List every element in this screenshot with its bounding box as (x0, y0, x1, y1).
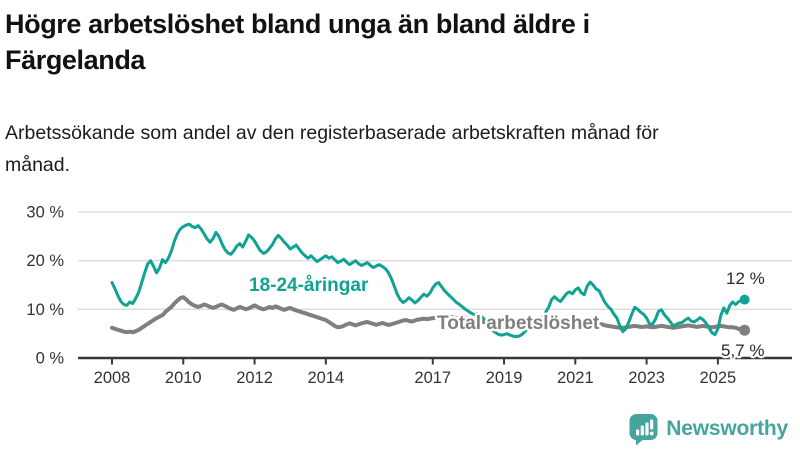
x-tick-label: 2008 (94, 369, 131, 387)
y-tick-label: 30 % (26, 204, 64, 222)
series-label-1: 18-24-åringar (249, 275, 369, 296)
x-tick-label: 2019 (486, 369, 523, 387)
newsworthy-logo: Newsworthy (628, 412, 788, 446)
x-tick-label: 2017 (414, 369, 451, 387)
page-title: Högre arbetslöshet bland unga än bland ä… (5, 9, 590, 75)
y-tick-label: 0 % (36, 350, 65, 368)
series-end-dot-1 (739, 294, 750, 305)
y-tick-label: 10 % (26, 301, 64, 319)
series-end-label-1: 12 % (726, 269, 765, 288)
page-subtitle: Arbetssökande som andel av den registerb… (5, 122, 659, 176)
x-tick-label: 2025 (700, 369, 737, 387)
x-tick-label: 2014 (307, 369, 344, 387)
x-tick-label: 2012 (236, 369, 273, 387)
x-tick-label: 2023 (628, 369, 665, 387)
x-tick-label: 2021 (557, 369, 594, 387)
series-label-0: Total arbetslöshet (437, 313, 600, 334)
series-end-dot-0 (739, 324, 751, 336)
chart-speech-bubble-icon (629, 414, 658, 446)
series-line-0 (110, 295, 747, 335)
series-line-1 (110, 222, 747, 339)
series-end-label-0: 5,7 % (721, 341, 764, 360)
newsworthy-logo-text: Newsworthy (666, 417, 788, 440)
y-tick-label: 20 % (26, 252, 64, 270)
x-tick-label: 2010 (165, 369, 202, 387)
